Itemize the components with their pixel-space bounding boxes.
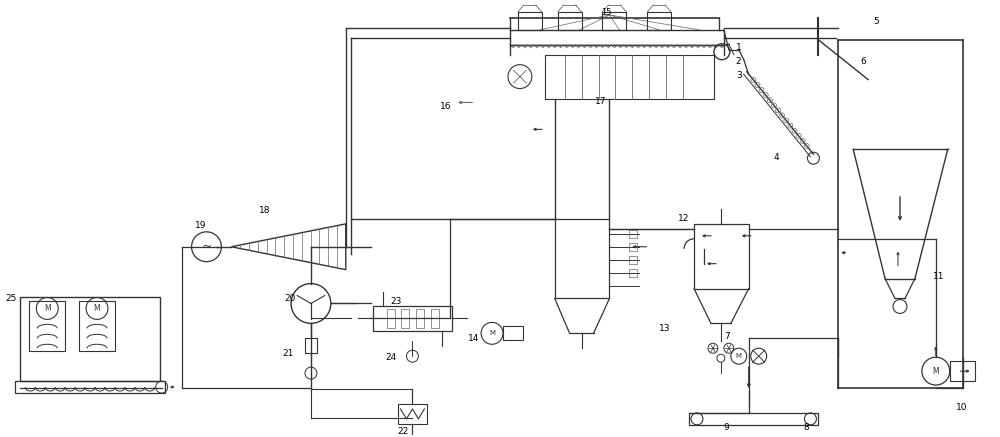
- Text: M: M: [44, 304, 51, 313]
- Bar: [694, 224, 749, 288]
- Bar: [689, 413, 818, 425]
- Text: 13: 13: [659, 324, 671, 333]
- Bar: [629, 269, 637, 277]
- Text: 24: 24: [386, 353, 397, 362]
- Bar: [503, 326, 523, 340]
- Text: 17: 17: [595, 97, 606, 106]
- Text: M: M: [489, 330, 495, 336]
- Text: 1: 1: [736, 43, 742, 52]
- Text: 8: 8: [803, 423, 809, 432]
- Bar: [629, 230, 637, 238]
- Bar: [401, 309, 409, 328]
- Text: 16: 16: [440, 102, 451, 111]
- Text: 10: 10: [956, 403, 967, 413]
- Text: 7: 7: [724, 332, 730, 341]
- Text: M: M: [932, 367, 939, 376]
- Text: 20: 20: [285, 294, 296, 303]
- Bar: [398, 404, 427, 424]
- Text: 9: 9: [724, 423, 730, 432]
- Text: ~: ~: [201, 240, 212, 253]
- Bar: [545, 55, 714, 100]
- Bar: [15, 381, 165, 393]
- Text: 14: 14: [468, 334, 480, 343]
- Bar: [558, 12, 582, 30]
- Text: 5: 5: [873, 17, 879, 26]
- Bar: [29, 302, 65, 351]
- Text: 11: 11: [933, 272, 944, 281]
- Bar: [629, 256, 637, 264]
- Text: 18: 18: [259, 206, 271, 215]
- Bar: [950, 361, 975, 381]
- Text: M: M: [94, 304, 100, 313]
- Bar: [555, 219, 609, 298]
- Text: 12: 12: [678, 215, 689, 223]
- Text: 22: 22: [398, 427, 409, 436]
- Text: 25: 25: [5, 294, 16, 303]
- Text: 15: 15: [601, 8, 612, 17]
- Bar: [629, 243, 637, 251]
- Text: 2: 2: [736, 57, 741, 66]
- Text: M: M: [736, 353, 742, 359]
- Text: 3: 3: [736, 71, 742, 80]
- Bar: [416, 309, 424, 328]
- Bar: [518, 12, 542, 30]
- Bar: [647, 12, 671, 30]
- Text: 6: 6: [860, 57, 866, 66]
- Bar: [20, 297, 160, 381]
- Bar: [431, 309, 439, 328]
- Text: 21: 21: [283, 349, 294, 358]
- Bar: [387, 309, 395, 328]
- Text: 23: 23: [391, 297, 402, 306]
- Text: 19: 19: [195, 222, 206, 230]
- Text: 4: 4: [774, 153, 779, 162]
- Bar: [305, 338, 317, 353]
- Bar: [510, 30, 724, 45]
- Bar: [373, 306, 452, 331]
- Bar: [79, 302, 115, 351]
- Bar: [602, 12, 626, 30]
